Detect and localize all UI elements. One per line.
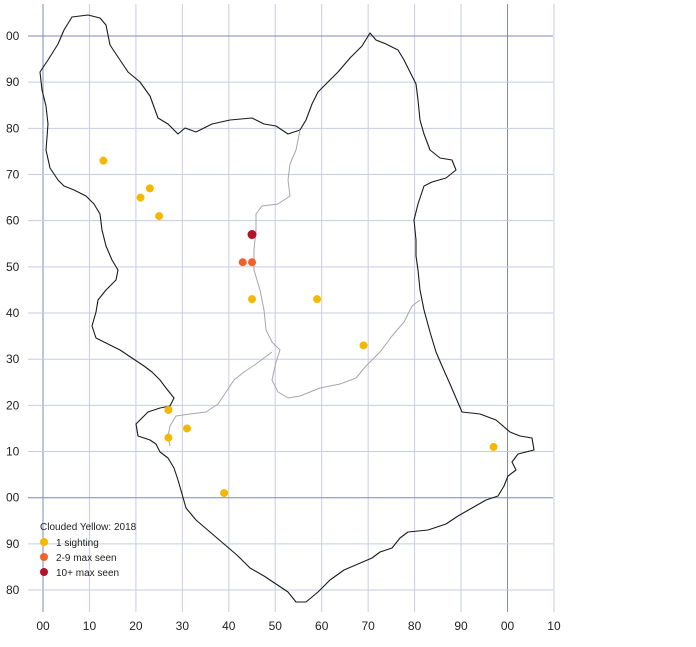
y-axis-label: 90 bbox=[6, 75, 20, 89]
sighting-marker-one bbox=[145, 184, 154, 193]
x-axis-label: 10 bbox=[83, 619, 97, 633]
x-axis-label: 70 bbox=[361, 619, 375, 633]
y-axis-label: 60 bbox=[6, 214, 20, 228]
x-axis-label: 40 bbox=[222, 619, 236, 633]
sighting-marker-one bbox=[313, 295, 322, 304]
sighting-markers bbox=[99, 156, 498, 498]
sighting-marker-many bbox=[247, 230, 257, 240]
county-outer-boundary bbox=[39, 14, 535, 603]
x-axis-label: 00 bbox=[501, 619, 515, 633]
x-axis-label: 10 bbox=[547, 619, 561, 633]
sighting-marker-one bbox=[164, 405, 173, 414]
x-axis-label: 00 bbox=[36, 619, 50, 633]
y-axis-label: 10 bbox=[6, 445, 20, 459]
x-axis-label: 30 bbox=[176, 619, 190, 633]
legend-title: Clouded Yellow: 2018 bbox=[40, 522, 137, 533]
y-axis-label: 40 bbox=[6, 306, 20, 320]
legend-label-many: 10+ max seen bbox=[56, 568, 119, 579]
y-axis-label: 30 bbox=[6, 352, 20, 366]
x-axis-label: 60 bbox=[315, 619, 329, 633]
y-axis-label: 80 bbox=[6, 121, 20, 135]
sighting-marker-one bbox=[359, 341, 368, 350]
grid bbox=[28, 4, 555, 612]
legend-marker-few bbox=[40, 553, 48, 561]
x-axis-label: 90 bbox=[454, 619, 468, 633]
x-axis-label: 50 bbox=[269, 619, 283, 633]
sighting-marker-one bbox=[155, 212, 164, 221]
sighting-marker-one bbox=[248, 295, 257, 304]
sighting-marker-one bbox=[99, 156, 108, 165]
sighting-marker-few bbox=[238, 258, 247, 267]
y-axis-label: 80 bbox=[6, 583, 20, 597]
legend-marker-many bbox=[40, 568, 48, 576]
sighting-marker-one bbox=[164, 433, 173, 442]
y-axis-label: 90 bbox=[6, 537, 20, 551]
sighting-marker-one bbox=[182, 424, 191, 433]
legend-label-one: 1 sighting bbox=[56, 538, 99, 549]
sighting-marker-few bbox=[248, 258, 257, 267]
y-axis-label: 20 bbox=[6, 398, 20, 412]
legend-marker-one bbox=[40, 538, 48, 546]
district-boundary-north bbox=[253, 129, 421, 399]
y-axis-label: 50 bbox=[6, 260, 20, 274]
sighting-marker-one bbox=[220, 489, 229, 498]
y-axis-label: 00 bbox=[6, 29, 20, 43]
legend-label-few: 2-9 max seen bbox=[56, 553, 117, 564]
sighting-marker-one bbox=[489, 442, 498, 451]
sighting-marker-one bbox=[136, 193, 145, 202]
y-axis-label: 00 bbox=[6, 491, 20, 505]
axis-labels: 00 10 20 30 40 50 60 70 80 90 00 10 00 90 80 70 60 50 40 30… bbox=[6, 29, 561, 633]
district-boundary-south bbox=[167, 351, 273, 447]
x-axis-label: 20 bbox=[129, 619, 143, 633]
legend: Clouded Yellow: 2018 1 sighting 2-9 max … bbox=[40, 522, 137, 579]
x-axis-label: 80 bbox=[408, 619, 422, 633]
y-axis-label: 70 bbox=[6, 168, 20, 182]
